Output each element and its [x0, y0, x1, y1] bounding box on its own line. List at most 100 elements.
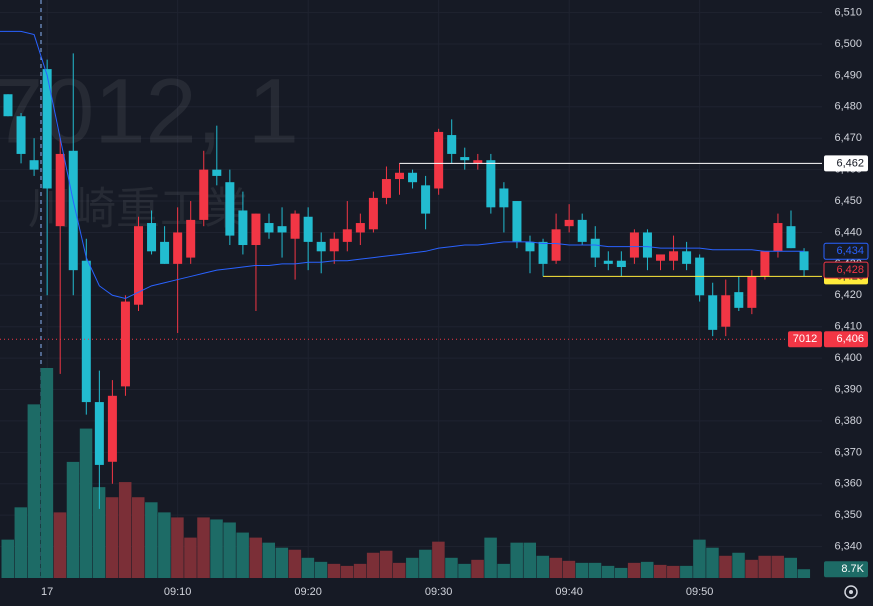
volume-bar — [171, 517, 184, 578]
candle-body — [355, 223, 365, 233]
volume-bar — [484, 537, 497, 578]
volume-bar — [771, 555, 784, 578]
volume-bar — [419, 549, 432, 578]
x-tick-label: 09:50 — [686, 586, 714, 598]
y-tick-label: 6,390 — [834, 383, 862, 395]
y-tick-label: 6,440 — [834, 226, 862, 238]
volume-bar — [797, 569, 811, 578]
price-label-box — [823, 261, 869, 279]
volume-bar — [445, 557, 458, 578]
price-label: 6,428 — [836, 264, 864, 276]
candle-body — [564, 219, 574, 227]
volume-bar — [210, 519, 223, 578]
volume-bar — [249, 537, 262, 578]
volume-bar — [40, 368, 54, 578]
y-tick-label: 6,360 — [834, 478, 862, 490]
candle-body — [225, 182, 235, 236]
candle-body — [120, 301, 130, 387]
candle-body — [303, 216, 313, 242]
volume-bar — [758, 555, 771, 578]
volume-bar — [118, 482, 132, 578]
y-tick-label: 6,350 — [834, 509, 862, 521]
candle-body — [147, 223, 157, 252]
volume-bar — [14, 507, 28, 578]
y-tick-label: 6,500 — [834, 38, 862, 50]
volume-bar — [706, 547, 719, 578]
candle-body — [81, 260, 91, 403]
candle-body — [708, 295, 718, 330]
volume-bar — [719, 555, 732, 578]
volume-bar — [523, 542, 536, 578]
candle-body — [68, 150, 78, 271]
candle-body — [42, 69, 52, 189]
candle-body — [486, 160, 496, 208]
volume-bar — [158, 512, 171, 578]
volume-bar — [314, 561, 328, 578]
volume-bar — [497, 563, 510, 578]
candle-body — [381, 179, 391, 198]
volume-bar — [471, 559, 484, 578]
candle-body — [721, 295, 731, 327]
volume-bar — [393, 562, 406, 578]
y-tick-label: 6,490 — [834, 69, 862, 81]
candle-body — [669, 251, 679, 261]
volume-label-box — [824, 561, 868, 578]
plot: 6,340 6,350 6,360 6,370 6,380 6,390 6,400 6,410… — [0, 6, 869, 598]
price-label: 6,434 — [836, 245, 864, 257]
candle-body — [629, 232, 639, 258]
candle-body — [199, 169, 209, 220]
y-tick-label: 6,450 — [834, 195, 862, 207]
volume-bar — [745, 559, 758, 578]
candle-body — [603, 260, 613, 264]
price-label: 6,462 — [836, 157, 864, 169]
price-label-box — [824, 155, 868, 172]
candle-body — [421, 185, 431, 214]
volume-bar — [184, 537, 197, 578]
candle-body — [3, 94, 13, 117]
settings-icon[interactable] — [844, 585, 858, 599]
volume-bar — [145, 502, 158, 578]
settings-ring[interactable] — [844, 585, 858, 599]
volume-bar — [132, 497, 145, 578]
candle-body — [447, 135, 457, 154]
volume-bar — [27, 404, 41, 578]
candle-body — [395, 172, 404, 180]
volume-bar — [510, 542, 523, 578]
volume-bar — [536, 555, 550, 578]
candle-body — [734, 292, 744, 308]
candle-body — [212, 169, 222, 176]
candle-body — [656, 254, 665, 261]
y-tick-label: 6,510 — [834, 6, 862, 18]
candle-body — [577, 219, 587, 242]
candle-body — [525, 241, 535, 252]
candle-body — [173, 232, 183, 264]
settings-dot[interactable] — [849, 590, 853, 594]
y-tick-label: 6,420 — [834, 289, 862, 301]
candle-body — [329, 238, 339, 252]
candle-body — [434, 131, 444, 189]
volume-bar — [288, 549, 302, 578]
candle-body — [107, 395, 117, 462]
candle-body — [590, 238, 600, 258]
candle-body — [29, 160, 39, 170]
volume-bar — [301, 557, 315, 578]
candle-body — [786, 226, 796, 249]
x-tick-label: 17 — [41, 586, 53, 598]
candle-body — [238, 210, 248, 246]
y-tick-label: 6,340 — [834, 540, 862, 552]
volume-bar — [406, 557, 419, 578]
candle-body — [55, 153, 65, 227]
volume-bar — [92, 487, 106, 578]
candle-body — [551, 229, 561, 261]
candle-body — [251, 213, 261, 246]
volume-bar — [379, 550, 393, 578]
volume-bar — [197, 517, 210, 578]
volume-bar — [262, 542, 275, 578]
moving-average — [0, 30, 805, 299]
volume-bar — [105, 497, 119, 578]
candle-body — [134, 226, 143, 305]
x-tick-label: 09:10 — [164, 586, 192, 598]
volume-bar — [353, 563, 367, 578]
y-tick-label: 6,380 — [834, 415, 862, 427]
